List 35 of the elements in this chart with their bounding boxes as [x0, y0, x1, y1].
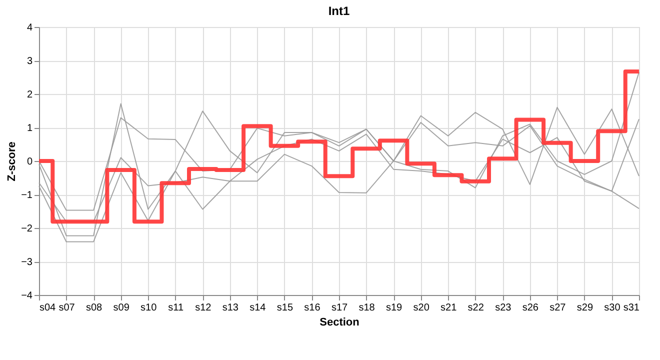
x-tick-label: s18 [358, 302, 376, 314]
x-tick-label: s21 [440, 302, 458, 314]
x-tick-label: s20 [413, 302, 430, 314]
x-tick-label: s15 [276, 302, 294, 314]
y-tick-label: 1 [26, 123, 33, 134]
y-axis-title: Z-score [6, 142, 18, 182]
x-tick-label: s23 [495, 302, 512, 314]
y-tick-label: −4 [21, 290, 33, 302]
x-tick-label: s08 [86, 302, 103, 314]
x-tick-label: s29 [576, 302, 594, 314]
y-tick-label: 4 [26, 22, 33, 34]
y-tick-label: −3 [21, 257, 33, 268]
y-tick-label: −2 [21, 224, 33, 234]
chart-title: Int1 [328, 4, 350, 18]
x-tick-label: s30 [604, 302, 621, 314]
x-tick-label: s17 [331, 302, 348, 314]
y-tick-label: 3 [26, 56, 33, 67]
x-tick-label: s10 [140, 302, 158, 314]
x-tick-label: s09 [113, 302, 130, 314]
x-tick-label: s12 [195, 302, 212, 314]
x-tick-label: s19 [386, 302, 403, 314]
x-tick-label: s27 [550, 302, 566, 314]
x-tick-label: s13 [222, 302, 239, 314]
x-axis-title: Section [320, 316, 360, 328]
x-tick-label: s26 [522, 302, 539, 314]
x-tick-label: s31 [623, 302, 640, 314]
y-tick-label: −1 [21, 190, 33, 201]
x-tick-label: s04 [40, 302, 56, 314]
y-tick-label: 0 [26, 156, 33, 168]
x-tick-label: s11 [168, 302, 184, 314]
x-tick-label: s16 [304, 302, 321, 314]
x-tick-label: s22 [468, 302, 484, 314]
x-tick-label: s14 [250, 302, 266, 314]
x-tick-label: s07 [58, 302, 76, 314]
y-tick-label: 2 [26, 90, 33, 100]
